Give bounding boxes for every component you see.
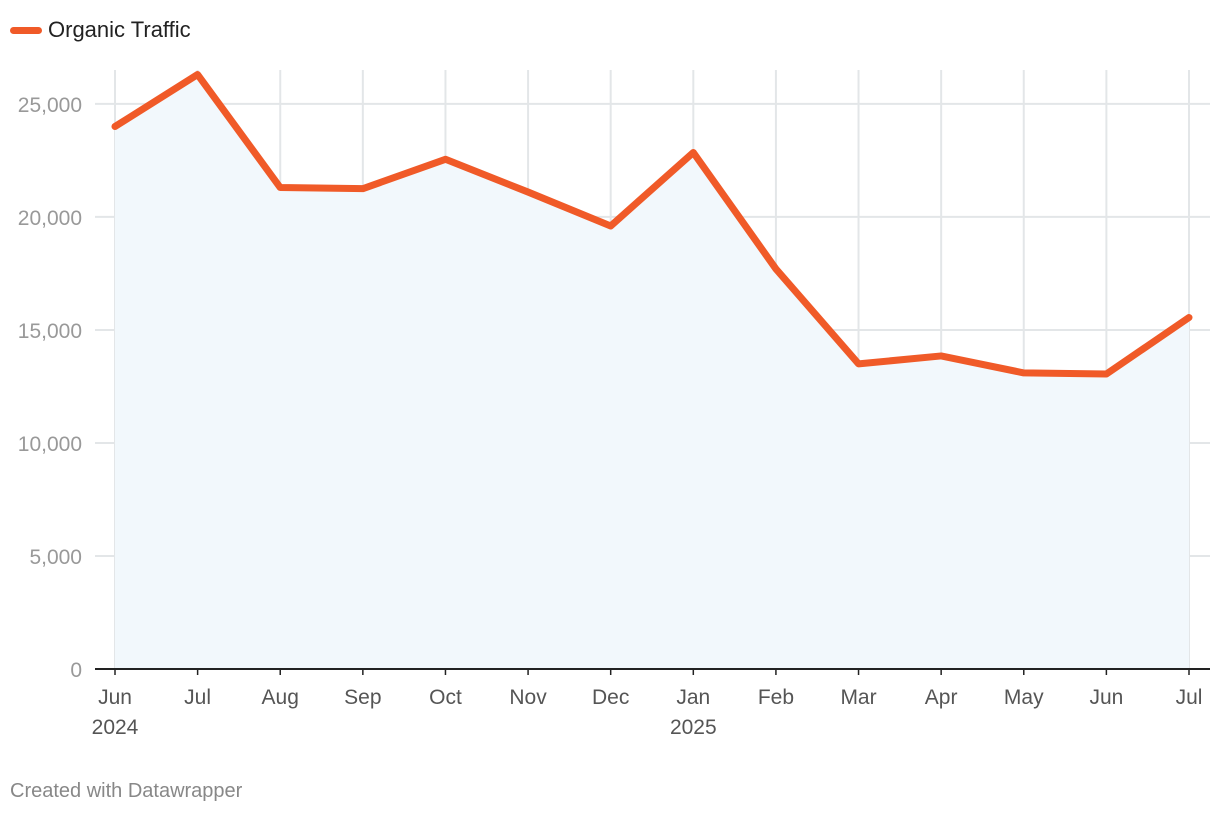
x-tick-label: Jul — [1176, 686, 1203, 709]
x-tick-label: Sep — [344, 686, 381, 709]
y-tick-label: 25,000 — [18, 94, 82, 117]
y-tick-label: 10,000 — [18, 433, 82, 456]
legend: Organic Traffic — [10, 16, 191, 44]
x-axis — [95, 668, 1210, 675]
x-tick-label: Aug — [262, 686, 299, 709]
series-line-organic-traffic — [111, 71, 1193, 378]
y-tick-label: 5,000 — [29, 546, 82, 569]
x-tick-label: Feb — [758, 686, 794, 709]
x-tick-label: Oct — [429, 686, 462, 709]
x-tick-label: Jun — [1089, 686, 1123, 709]
x-tick-label: Nov — [509, 686, 547, 709]
x-tick-year-label: 2024 — [92, 716, 139, 739]
area-fill — [115, 74, 1189, 669]
y-tick-label: 15,000 — [18, 320, 82, 343]
series-line — [111, 71, 1193, 378]
line-chart: 0 5,000 10,000 15,000 20,000 25,000 Jun 2024 Jul… — [18, 70, 1210, 739]
x-tick-year-label: 2025 — [670, 716, 717, 739]
x-tick-label: May — [1004, 686, 1044, 709]
legend-swatch-organic-traffic — [10, 26, 42, 34]
x-tick-label: Dec — [592, 686, 629, 709]
credit-text: Created with Datawrapper — [10, 780, 243, 802]
area-fill-organic-traffic — [115, 74, 1189, 669]
x-tick-label: Jun — [98, 686, 132, 709]
legend-label-organic-traffic: Organic Traffic — [48, 17, 191, 42]
x-tick-label: Mar — [840, 686, 876, 709]
y-tick-label: 0 — [70, 659, 82, 682]
y-tick-label: 20,000 — [18, 207, 82, 230]
x-tick-label: Apr — [925, 686, 958, 709]
x-tick-label: Jul — [184, 686, 211, 709]
x-tick-label: Jan — [676, 686, 710, 709]
tick-labels: 0 5,000 10,000 15,000 20,000 25,000 Jun 2024 Jul… — [18, 94, 1203, 739]
